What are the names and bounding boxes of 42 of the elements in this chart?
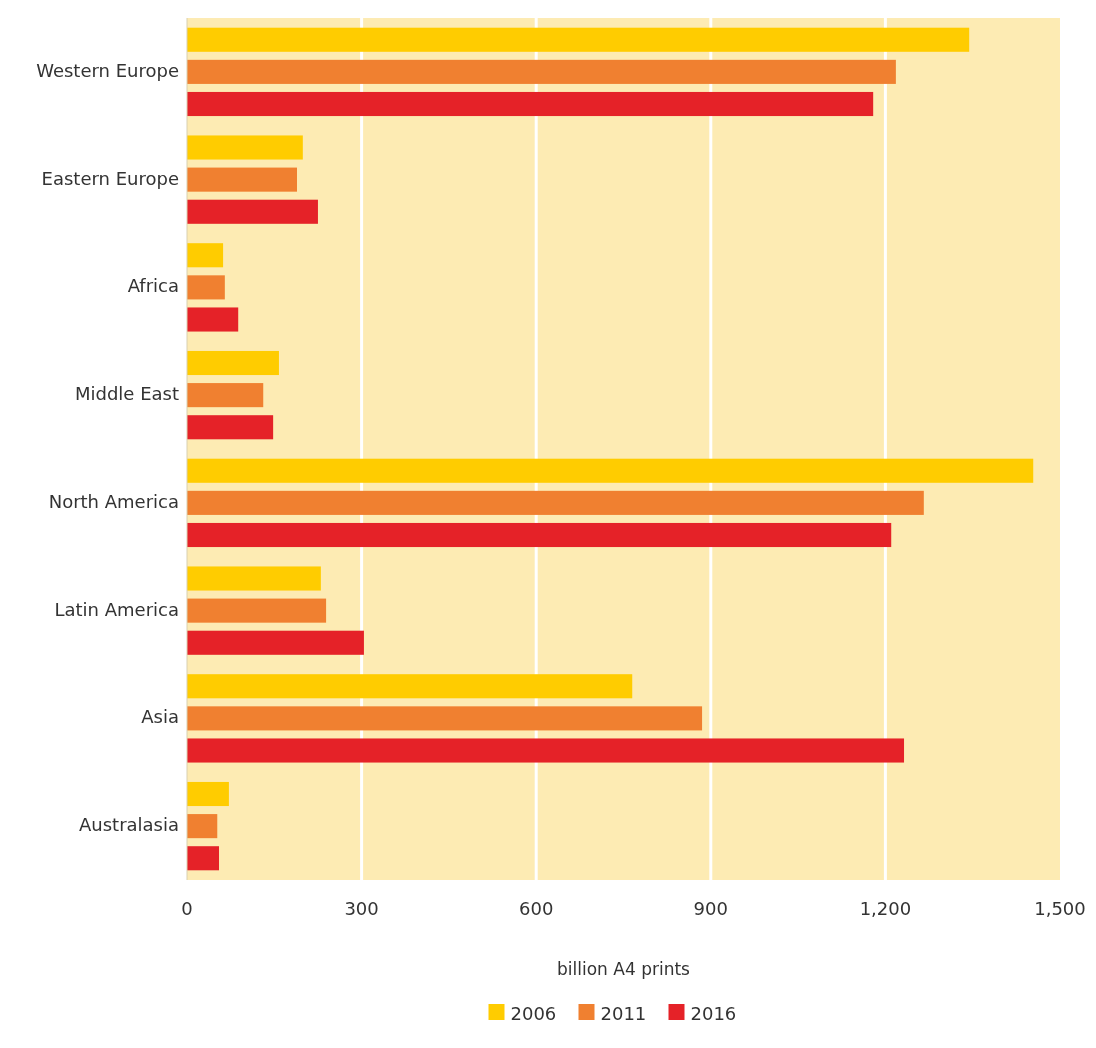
- bar: [187, 458, 1034, 483]
- y-tick-label: Australasia: [78, 814, 179, 836]
- bar: [187, 846, 220, 871]
- y-tick-label: Asia: [141, 706, 179, 728]
- y-tick-label: Africa: [127, 275, 179, 297]
- y-tick-label: Middle East: [74, 383, 179, 405]
- bar: [187, 781, 229, 807]
- bar: [187, 383, 264, 408]
- x-tick-label: 1,500: [1034, 898, 1086, 919]
- bar: [187, 674, 633, 699]
- x-axis-title: billion A4 prints: [557, 959, 691, 979]
- bar: [187, 243, 224, 268]
- x-tick-label: 900: [693, 898, 728, 919]
- bar: [187, 27, 970, 52]
- bar: [187, 307, 239, 332]
- y-tick-label: Latin America: [54, 598, 179, 620]
- legend-label: 2006: [510, 1003, 557, 1024]
- bar: [187, 275, 225, 300]
- bar: [187, 199, 318, 224]
- bar: [187, 350, 279, 376]
- bar: [187, 135, 303, 160]
- legend-label: 2016: [690, 1003, 737, 1024]
- x-tick-label: 0: [181, 898, 193, 919]
- y-tick-label: Western Europe: [36, 59, 179, 81]
- bar: [187, 814, 218, 839]
- bar: [187, 59, 896, 84]
- legend-label: 2011: [600, 1003, 647, 1024]
- bar: [187, 522, 892, 548]
- bar: [187, 415, 274, 440]
- x-tick-label: 1,200: [859, 898, 912, 919]
- bar: [187, 91, 874, 117]
- bar: [187, 598, 327, 623]
- y-tick-label: North America: [48, 490, 179, 512]
- bar: [187, 738, 905, 763]
- y-tick-label: Eastern Europe: [41, 167, 179, 189]
- x-tick-label: 600: [519, 898, 554, 919]
- bar: [187, 630, 364, 655]
- bar: [187, 566, 321, 591]
- bar: [187, 490, 924, 515]
- x-tick-label: 300: [344, 898, 379, 919]
- bar: [187, 167, 297, 192]
- bar: [187, 706, 703, 731]
